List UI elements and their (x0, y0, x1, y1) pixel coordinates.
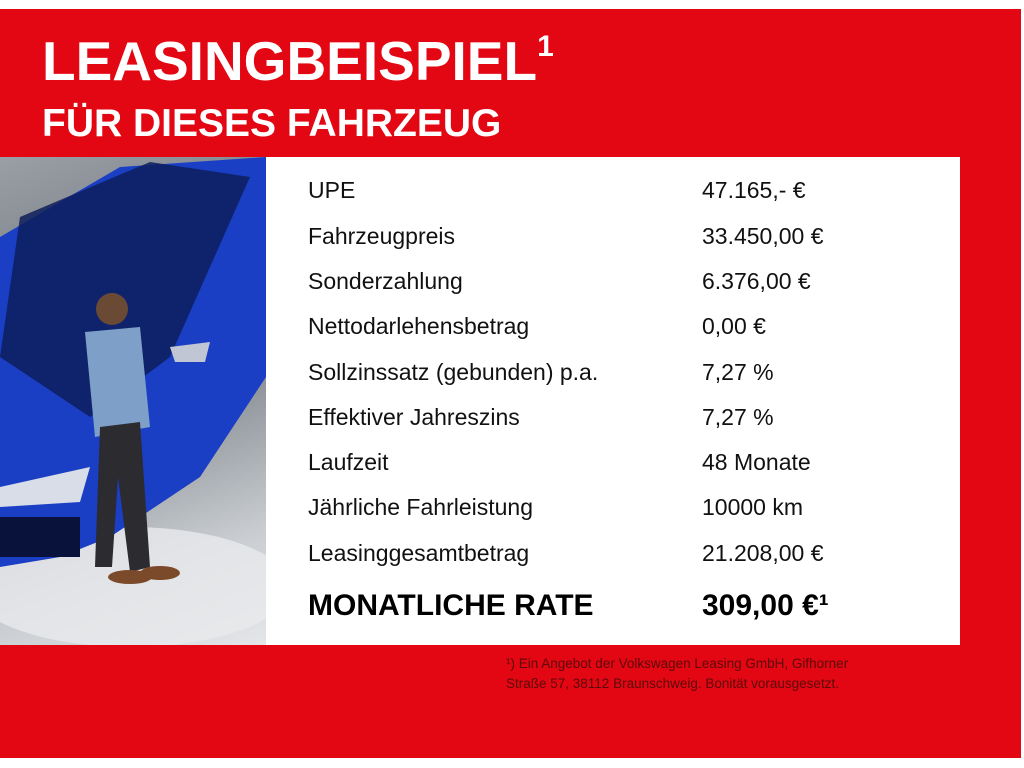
row-label-upe: UPE (308, 177, 356, 203)
row-label-nettodarlehensbetrag: Nettodarlehensbetrag (308, 313, 530, 339)
row-value-effektiver-jahreszins: 7,27 % (702, 404, 774, 430)
page-title: LEASINGBEISPIEL1 (42, 32, 554, 89)
monthly-rate-value: 309,00 €¹ (702, 589, 829, 622)
footnote-line-1: ¹) Ein Angebot der Volkswagen Leasing Gm… (506, 656, 849, 671)
row-value-leasinggesamtbetrag: 21.208,00 € (702, 540, 824, 566)
leasing-table: UPE 47.165,- € Fahrzeugpreis 33.450,00 €… (266, 157, 960, 645)
monthly-rate-label: MONATLICHE RATE (308, 589, 594, 622)
row-label-leasinggesamtbetrag: Leasinggesamtbetrag (308, 540, 530, 566)
row-value-fahrzeugpreis: 33.450,00 € (702, 223, 824, 249)
car-photo (0, 157, 266, 645)
row-label-sollzinssatz: Sollzinssatz (gebunden) p.a. (308, 359, 599, 385)
row-label-fahrleistung: Jährliche Fahrleistung (308, 494, 534, 520)
footnote-line-2: Straße 57, 38112 Braunschweig. Bonität v… (506, 676, 839, 691)
row-label-effektiver-jahreszins: Effektiver Jahreszins (308, 404, 520, 430)
row-value-nettodarlehensbetrag: 0,00 € (702, 313, 766, 339)
title-text: LEASINGBEISPIEL (42, 30, 538, 92)
row-value-sollzinssatz: 7,27 % (702, 359, 774, 385)
page-subtitle: FÜR DIESES FAHRZEUG (42, 102, 502, 145)
row-value-upe: 47.165,- € (702, 177, 806, 203)
row-value-sonderzahlung: 6.376,00 € (702, 268, 811, 294)
footnote: ¹) Ein Angebot der Volkswagen Leasing Gm… (506, 654, 848, 694)
row-value-fahrleistung: 10000 km (702, 494, 804, 520)
row-label-fahrzeugpreis: Fahrzeugpreis (308, 223, 456, 249)
row-label-laufzeit: Laufzeit (308, 449, 389, 475)
title-footnote-mark: 1 (537, 30, 554, 63)
row-label-sonderzahlung: Sonderzahlung (308, 268, 463, 294)
row-value-laufzeit: 48 Monate (702, 449, 811, 475)
